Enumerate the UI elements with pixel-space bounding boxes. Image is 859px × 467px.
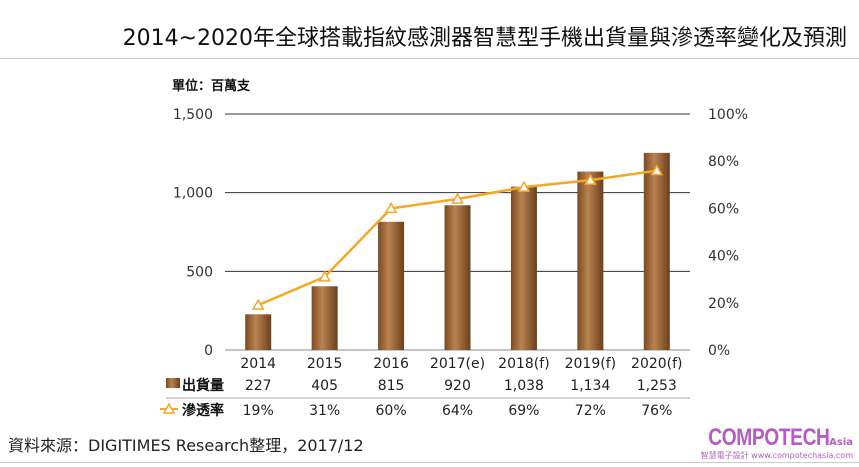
logo-brand: COMPOTECH [707,424,830,451]
bar [510,186,537,350]
bar [444,205,471,350]
line-value-label: 60% [376,403,407,419]
bar-value-label: 1,038 [504,378,544,394]
chart-title: 2014~2020年全球搭載指紋感測器智慧型手機出貨量與滲透率變化及預測 [122,26,847,51]
line-point [451,192,464,204]
line-point [251,298,265,310]
category-label: 2020(f) [631,356,682,372]
bar-value-label: 405 [311,378,338,394]
logo-tagline: 智慧電子設計 www.compotechasia.com [700,451,853,460]
bar-value-label: 1,253 [637,378,677,394]
right-tick-label: 60% [708,201,739,217]
category-label: 2017(e) [430,356,485,372]
category-label: 2014 [240,356,276,372]
legend-bar-label: 出貨量 [182,377,224,394]
logo-suffix: Asia [829,437,853,448]
legend-bar-swatch [166,378,180,388]
line-point [650,164,664,176]
category-label: 2019(f) [565,356,616,372]
compotech-logo: COMPOTECHAsia 智慧電子設計 www.compotechasia.c… [678,424,853,461]
left-tick-label: 0 [204,343,213,359]
source-note: 資料來源：DIGITIMES Research整理，2017/12 [8,436,364,455]
line-value-label: 69% [508,403,539,419]
legend-line-label: 滲透率 [182,402,224,419]
right-tick-label: 20% [708,296,739,312]
right-tick-label: 100% [708,107,748,123]
bar-value-label: 920 [444,378,471,394]
bar-value-label: 815 [378,378,405,394]
right-tick-label: 40% [708,249,739,265]
line-value-label: 64% [442,403,473,419]
bar-value-label: 227 [245,378,272,394]
right-tick-label: 80% [708,154,739,170]
line-point [584,173,597,185]
category-label: 2016 [373,356,409,372]
bar [311,286,338,350]
title-divider [0,58,859,59]
category-label: 2018(f) [498,356,549,372]
line-value-label: 76% [641,403,672,419]
footer-divider [0,462,859,463]
bar [577,171,604,350]
bar-value-label: 1,134 [570,378,610,394]
line-point [384,201,398,214]
right-tick-label: 0% [708,343,730,359]
bar [643,152,670,350]
category-label: 2015 [307,356,343,372]
left-tick-label: 1,500 [173,107,213,123]
bar [245,314,272,350]
line-point [517,180,531,192]
line-value-label: 31% [309,403,340,419]
legend-triangle-icon [162,402,176,414]
bar [378,221,405,350]
left-tick-label: 500 [186,264,213,280]
left-tick-label: 1,000 [173,186,213,202]
unit-label: 單位：百萬支 [172,78,251,94]
line-value-label: 72% [575,403,606,419]
line-value-label: 19% [243,403,274,419]
line-point [318,270,331,282]
